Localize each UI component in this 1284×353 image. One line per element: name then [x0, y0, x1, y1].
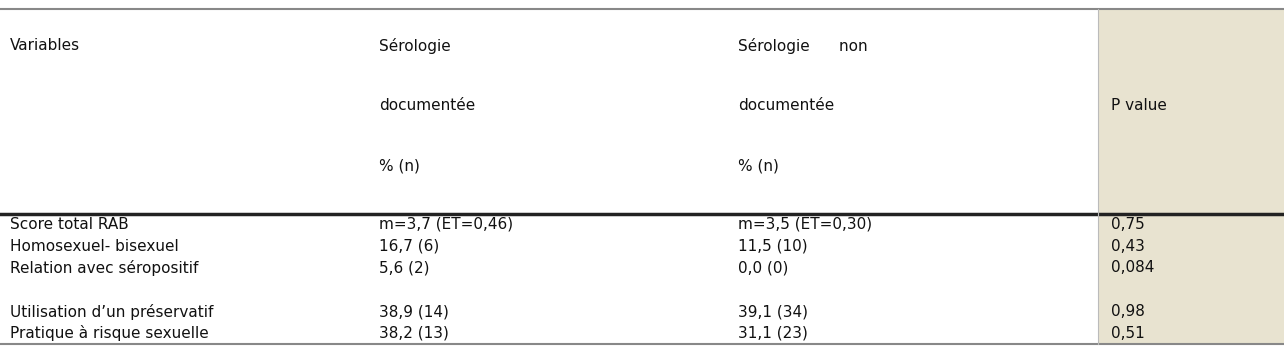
- Text: % (n): % (n): [738, 158, 779, 173]
- Text: 16,7 (6): 16,7 (6): [379, 239, 439, 254]
- Text: Utilisation d’un préservatif: Utilisation d’un préservatif: [10, 304, 213, 319]
- Text: m=3,5 (ET=0,30): m=3,5 (ET=0,30): [738, 217, 872, 232]
- Text: 38,2 (13): 38,2 (13): [379, 326, 448, 341]
- Text: 38,9 (14): 38,9 (14): [379, 304, 448, 319]
- Text: 5,6 (2): 5,6 (2): [379, 261, 429, 275]
- Text: m=3,7 (ET=0,46): m=3,7 (ET=0,46): [379, 217, 512, 232]
- Text: 0,75: 0,75: [1111, 217, 1144, 232]
- Text: documentée: documentée: [379, 98, 475, 113]
- Text: Homosexuel- bisexuel: Homosexuel- bisexuel: [10, 239, 178, 254]
- Text: P value: P value: [1111, 98, 1167, 113]
- Text: 0,51: 0,51: [1111, 326, 1144, 341]
- Text: 0,0 (0): 0,0 (0): [738, 261, 788, 275]
- Text: Variables: Variables: [10, 38, 81, 53]
- Text: documentée: documentée: [738, 98, 835, 113]
- Text: Sérologie: Sérologie: [379, 38, 451, 54]
- Text: 0,43: 0,43: [1111, 239, 1144, 254]
- Text: Score total RAB: Score total RAB: [10, 217, 128, 232]
- Text: 39,1 (34): 39,1 (34): [738, 304, 809, 319]
- Text: Relation avec séropositif: Relation avec séropositif: [10, 260, 199, 276]
- Text: % (n): % (n): [379, 158, 420, 173]
- Text: 0,084: 0,084: [1111, 261, 1154, 275]
- Text: 31,1 (23): 31,1 (23): [738, 326, 808, 341]
- Text: 11,5 (10): 11,5 (10): [738, 239, 808, 254]
- Text: 0,98: 0,98: [1111, 304, 1144, 319]
- Bar: [1098, 9, 1284, 344]
- Text: Sérologie      non: Sérologie non: [738, 38, 868, 54]
- Text: Pratique à risque sexuelle: Pratique à risque sexuelle: [10, 325, 209, 341]
